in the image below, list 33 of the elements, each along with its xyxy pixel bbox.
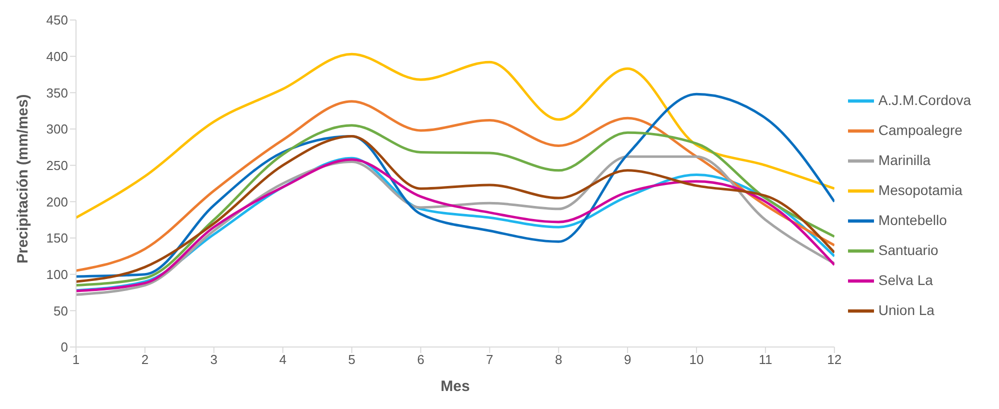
legend-label: Campoalegre	[878, 122, 962, 138]
x-tick-label: 7	[486, 352, 494, 368]
y-tick-label: 100	[46, 266, 68, 282]
y-tick-label: 150	[46, 230, 68, 246]
x-tick-label: 6	[417, 352, 424, 368]
y-tick-label: 200	[46, 194, 68, 210]
legend-label: Mesopotamia	[878, 182, 962, 198]
x-tick-label: 8	[555, 352, 562, 368]
x-tick-label: 9	[624, 352, 632, 368]
x-tick-label: 5	[348, 352, 356, 368]
y-tick-label: 450	[46, 12, 68, 28]
legend-label: Selva La	[878, 272, 933, 288]
x-tick-label: 11	[758, 352, 772, 368]
legend-label: Montebello	[878, 212, 947, 228]
x-tick-label: 3	[210, 352, 218, 368]
legend-label: Union La	[878, 302, 934, 318]
y-tick-label: 350	[46, 85, 68, 100]
x-axis-title: Mes	[440, 378, 470, 395]
x-tick-label: 10	[689, 352, 704, 368]
legend-label: Marinilla	[878, 152, 931, 168]
line-series	[76, 52, 834, 219]
legend-label: Santuario	[878, 242, 938, 258]
y-tick-label: 400	[46, 48, 68, 64]
legend-label: A.J.M.Cordova	[878, 92, 971, 108]
y-tick-label: 50	[54, 303, 68, 318]
x-tick-label: 2	[141, 352, 149, 368]
x-tick-label: 12	[827, 352, 842, 368]
y-tick-label: 0	[60, 340, 68, 355]
x-tick-label: 1	[72, 352, 80, 368]
y-axis-title: Precipitación (mm/mes)	[14, 94, 32, 264]
x-tick-label: 4	[279, 352, 286, 368]
y-tick-label: 300	[46, 122, 68, 137]
y-tick-label: 250	[46, 158, 68, 173]
